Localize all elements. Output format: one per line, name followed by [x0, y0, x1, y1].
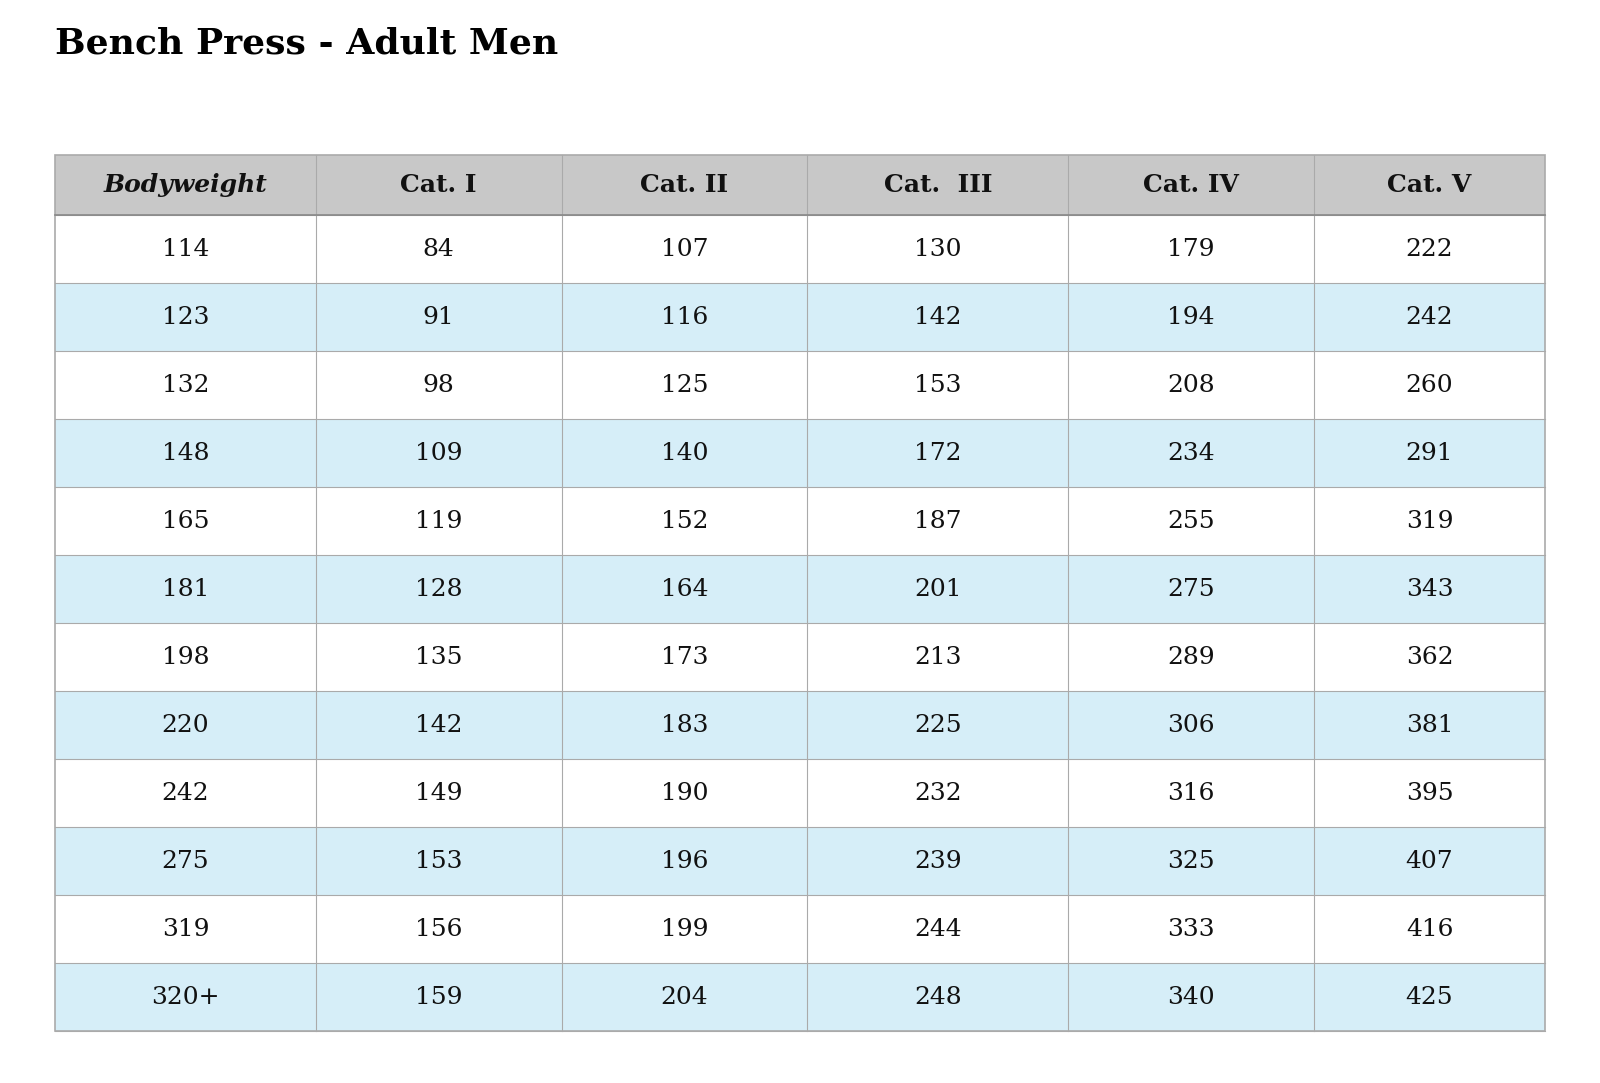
Text: 248: 248: [914, 986, 962, 1008]
Text: Cat. IV: Cat. IV: [1142, 173, 1238, 197]
Text: 306: 306: [1168, 714, 1214, 736]
Text: 244: 244: [914, 917, 962, 940]
Text: 222: 222: [1406, 237, 1453, 261]
Text: 204: 204: [661, 986, 709, 1008]
Text: 291: 291: [1406, 442, 1453, 465]
Text: 242: 242: [162, 782, 210, 805]
Text: 187: 187: [914, 509, 962, 533]
Text: 135: 135: [414, 645, 462, 668]
Text: 125: 125: [661, 374, 709, 396]
Text: Bench Press - Adult Men: Bench Press - Adult Men: [54, 26, 558, 60]
Bar: [54, 623, 1546, 691]
Text: 242: 242: [1406, 305, 1453, 328]
Text: 183: 183: [661, 714, 709, 736]
Text: 416: 416: [1406, 917, 1453, 940]
Text: Cat.  III: Cat. III: [883, 173, 992, 197]
Bar: [54, 216, 1546, 283]
Text: 181: 181: [162, 577, 210, 600]
Bar: [54, 283, 1546, 351]
Text: 275: 275: [1168, 577, 1214, 600]
Text: 179: 179: [1168, 237, 1214, 261]
Text: 208: 208: [1168, 374, 1214, 396]
Text: 407: 407: [1406, 849, 1453, 873]
Text: 114: 114: [162, 237, 210, 261]
Text: 199: 199: [661, 917, 709, 940]
Text: 196: 196: [661, 849, 709, 873]
Text: 255: 255: [1168, 509, 1214, 533]
Text: 119: 119: [414, 509, 462, 533]
Text: 220: 220: [162, 714, 210, 736]
Text: 362: 362: [1406, 645, 1453, 668]
Text: 201: 201: [914, 577, 962, 600]
Text: 91: 91: [422, 305, 454, 328]
Text: 343: 343: [1406, 577, 1453, 600]
Text: 333: 333: [1168, 917, 1214, 940]
Text: 142: 142: [914, 305, 962, 328]
Text: 142: 142: [414, 714, 462, 736]
Bar: [54, 419, 1546, 487]
Text: 156: 156: [414, 917, 462, 940]
Text: 109: 109: [414, 442, 462, 465]
Text: 132: 132: [162, 374, 210, 396]
Text: Cat. II: Cat. II: [640, 173, 728, 197]
Text: 316: 316: [1168, 782, 1214, 805]
Text: 289: 289: [1168, 645, 1214, 668]
Text: 172: 172: [914, 442, 962, 465]
Text: 194: 194: [1168, 305, 1214, 328]
Text: 149: 149: [414, 782, 462, 805]
Text: 395: 395: [1406, 782, 1453, 805]
Text: 319: 319: [162, 917, 210, 940]
Text: Bodyweight: Bodyweight: [104, 173, 267, 197]
Text: 260: 260: [1406, 374, 1453, 396]
Text: 159: 159: [414, 986, 462, 1008]
Text: 198: 198: [162, 645, 210, 668]
Text: 128: 128: [414, 577, 462, 600]
Bar: [54, 963, 1546, 1031]
Text: 116: 116: [661, 305, 709, 328]
Bar: [54, 554, 1546, 623]
Text: Cat. I: Cat. I: [400, 173, 477, 197]
Bar: [54, 827, 1546, 895]
Text: 165: 165: [162, 509, 210, 533]
Text: 320+: 320+: [150, 986, 219, 1008]
Text: 153: 153: [414, 849, 462, 873]
Text: 152: 152: [661, 509, 709, 533]
Bar: [54, 895, 1546, 963]
Text: 148: 148: [162, 442, 210, 465]
Text: 325: 325: [1168, 849, 1214, 873]
Bar: [54, 351, 1546, 419]
Bar: [54, 691, 1546, 759]
Bar: [54, 155, 1546, 1031]
Text: 173: 173: [661, 645, 709, 668]
Text: 340: 340: [1168, 986, 1214, 1008]
Text: 153: 153: [914, 374, 962, 396]
Text: 225: 225: [914, 714, 962, 736]
Text: 319: 319: [1406, 509, 1453, 533]
Bar: [54, 155, 1546, 216]
Text: 239: 239: [914, 849, 962, 873]
Text: Cat. V: Cat. V: [1387, 173, 1472, 197]
Text: 107: 107: [661, 237, 709, 261]
Text: 381: 381: [1406, 714, 1453, 736]
Text: 234: 234: [1168, 442, 1214, 465]
Text: 130: 130: [914, 237, 962, 261]
Text: 84: 84: [422, 237, 454, 261]
Bar: [54, 759, 1546, 827]
Text: 425: 425: [1406, 986, 1453, 1008]
Text: 232: 232: [914, 782, 962, 805]
Bar: [54, 487, 1546, 554]
Text: 164: 164: [661, 577, 709, 600]
Text: 98: 98: [422, 374, 454, 396]
Text: 190: 190: [661, 782, 709, 805]
Text: 275: 275: [162, 849, 210, 873]
Text: 213: 213: [914, 645, 962, 668]
Text: 123: 123: [162, 305, 210, 328]
Text: 140: 140: [661, 442, 709, 465]
